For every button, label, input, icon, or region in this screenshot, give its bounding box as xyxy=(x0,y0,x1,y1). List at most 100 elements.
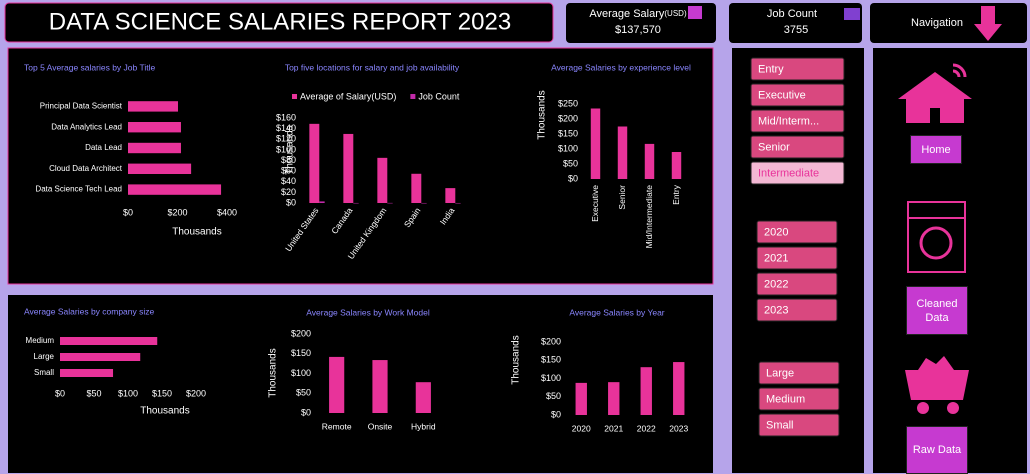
slicer-button[interactable] xyxy=(756,272,838,296)
chart-title: Average Salaries by Year xyxy=(569,307,664,317)
slicer-button[interactable] xyxy=(758,387,840,411)
x-tick-label: Onsite xyxy=(368,421,393,431)
bar xyxy=(445,188,456,203)
y-tick-label: Principal Data Scientist xyxy=(40,102,123,111)
bar xyxy=(128,101,178,112)
y-tick-label: $100 xyxy=(558,143,578,153)
legend-label: Average of Salary(USD) xyxy=(300,91,396,101)
y-tick-label: $100 xyxy=(541,373,561,383)
y-tick-label: $0 xyxy=(551,409,561,419)
panel xyxy=(8,295,713,473)
slicer-label: 2020 xyxy=(764,226,788,238)
y-tick-label: Data Analytics Lead xyxy=(51,122,122,131)
slicer-button[interactable] xyxy=(750,135,845,159)
y-tick-label: $60 xyxy=(281,166,296,176)
y-tick-label: $250 xyxy=(558,98,578,108)
x-tick-label: $100 xyxy=(118,388,138,398)
bar xyxy=(128,163,192,174)
y-tick-label: $200 xyxy=(558,113,578,123)
x-tick-label: $50 xyxy=(86,388,101,398)
y-axis-title: Thousands xyxy=(268,348,279,397)
legend-swatch xyxy=(292,94,297,99)
x-tick-label: $0 xyxy=(55,388,65,398)
kpi-value: $137,570 xyxy=(615,24,661,36)
nav-button[interactable]: Cleaned Data xyxy=(906,286,968,335)
y-tick-label: $100 xyxy=(291,368,311,378)
y-tick-label: $200 xyxy=(541,336,561,346)
y-tick-label: Small xyxy=(34,368,54,377)
y-tick-label: $160 xyxy=(276,112,296,122)
y-tick-label: $40 xyxy=(281,176,296,186)
nav-title: Navigation xyxy=(911,17,963,29)
y-tick-label: $50 xyxy=(296,388,311,398)
y-tick-label: $150 xyxy=(558,128,578,138)
slicer-button[interactable] xyxy=(756,220,838,244)
icon xyxy=(844,8,860,20)
bar xyxy=(590,108,601,179)
slicer-label: Senior xyxy=(758,141,790,153)
slicer-label: Intermediate xyxy=(758,167,819,179)
slicer-label: Large xyxy=(766,367,794,379)
kpi-label: Job Count xyxy=(767,8,817,20)
bar xyxy=(411,173,422,203)
bar xyxy=(319,201,325,203)
slicer-label: Mid/Interm... xyxy=(758,115,819,127)
slicer-button[interactable] xyxy=(750,83,845,107)
slicer-button[interactable] xyxy=(750,57,845,81)
x-tick-label: $200 xyxy=(167,207,187,217)
x-axis-title: Thousands xyxy=(172,227,221,238)
nav-button[interactable]: Home xyxy=(910,135,962,164)
slicer-label: Entry xyxy=(758,63,784,75)
slicer-button[interactable] xyxy=(756,246,838,270)
report-title: DATA SCIENCE SALARIES REPORT 2023 xyxy=(49,8,511,35)
slicer-button[interactable] xyxy=(758,361,840,385)
slicer-button[interactable] xyxy=(750,161,845,185)
y-tick-label: $0 xyxy=(301,407,311,417)
y-tick-label: $140 xyxy=(276,123,296,133)
bar xyxy=(575,382,587,415)
x-tick-label: 2022 xyxy=(637,423,656,433)
title-box xyxy=(4,2,554,43)
y-tick-label: $80 xyxy=(281,155,296,165)
slicer-button[interactable] xyxy=(756,298,838,322)
kpi-box xyxy=(729,3,862,43)
bar xyxy=(60,337,158,345)
kpi-label: Average Salary(USD) xyxy=(589,8,687,20)
y-tick-label: $150 xyxy=(291,348,311,358)
bar xyxy=(128,142,181,154)
bar xyxy=(671,152,682,179)
slicer-button[interactable] xyxy=(758,413,840,437)
x-tick-label: $150 xyxy=(152,388,172,398)
home-icon xyxy=(952,63,967,78)
x-tick-label: Entry xyxy=(671,184,681,205)
home-icon xyxy=(898,72,972,123)
bar xyxy=(309,123,320,203)
bar xyxy=(128,122,181,133)
bar xyxy=(372,360,388,413)
y-tick-label: $0 xyxy=(568,173,578,183)
y-tick-label: Medium xyxy=(26,336,55,345)
bar xyxy=(128,184,222,195)
cart-icon xyxy=(947,402,959,414)
slicer-label: 2021 xyxy=(764,252,788,264)
y-tick-label: Data Science Tech Lead xyxy=(35,185,122,194)
legend-label: Job Count xyxy=(418,91,460,101)
y-tick-label: Large xyxy=(34,352,55,361)
nav-button[interactable]: Raw Data xyxy=(906,426,968,474)
y-tick-label: Cloud Data Architect xyxy=(49,164,123,173)
cart-icon xyxy=(905,356,969,400)
chart-title: Average Salaries by company size xyxy=(24,306,155,316)
bar xyxy=(617,126,628,179)
slicer-button[interactable] xyxy=(750,109,845,133)
washer-icon xyxy=(907,201,966,273)
bar xyxy=(387,202,393,204)
y-tick-label: $100 xyxy=(276,144,296,154)
bar xyxy=(455,202,461,204)
y-axis-title: Thousands xyxy=(511,335,522,384)
x-tick-label: Mid/Intermediate xyxy=(644,185,654,249)
x-axis-title: Thousands xyxy=(140,406,189,417)
x-tick-label: 2021 xyxy=(604,423,623,433)
y-tick-label: $20 xyxy=(281,187,296,197)
bar xyxy=(329,356,345,413)
